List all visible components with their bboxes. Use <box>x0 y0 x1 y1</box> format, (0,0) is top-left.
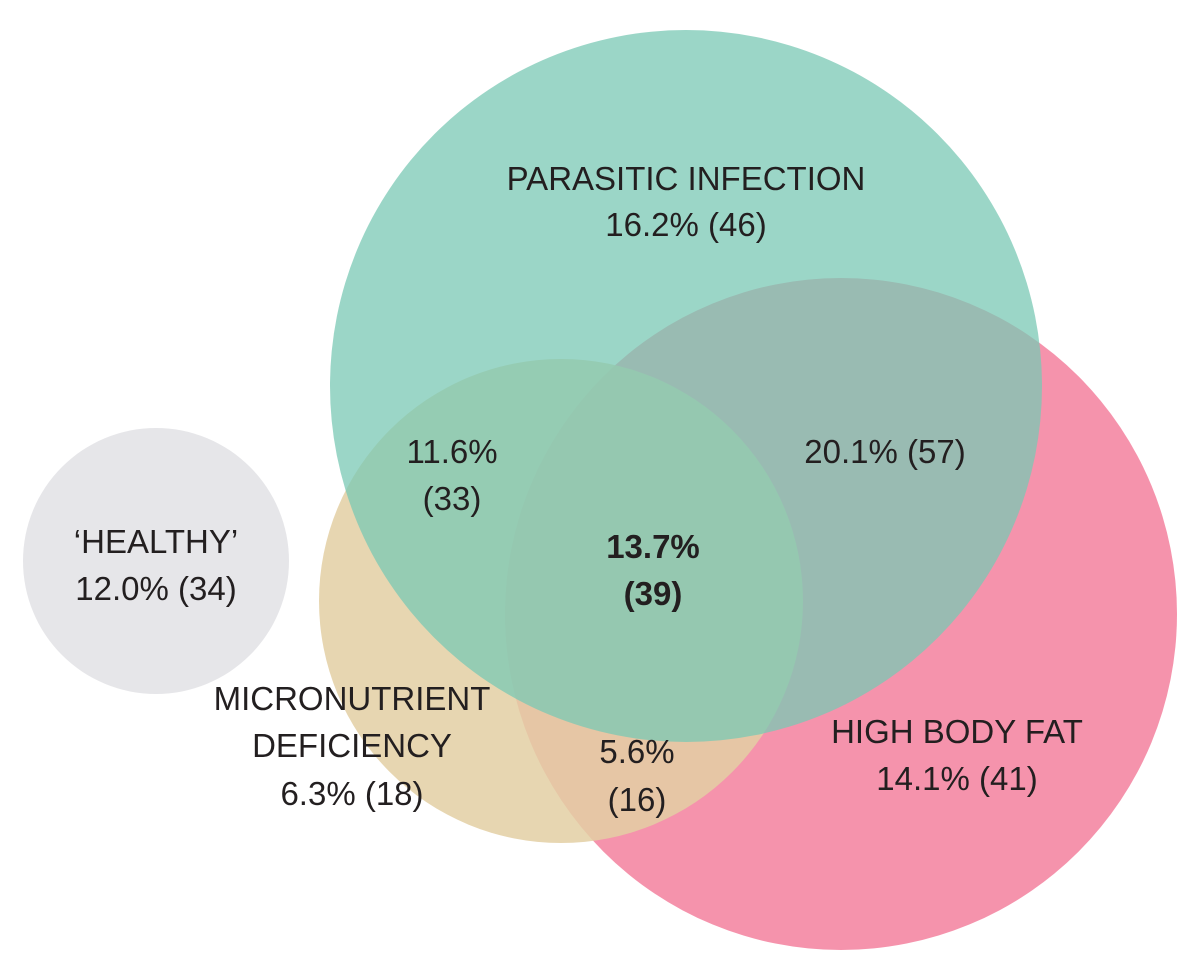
micronutrient-label-line2: DEFICIENCY <box>252 727 452 764</box>
parasitic-infection-label: PARASITIC INFECTION <box>507 160 866 197</box>
parasitic-micro-overlap-pct: 11.6% <box>406 433 497 470</box>
parasitic-micro-overlap-count: (33) <box>423 480 482 517</box>
parasitic-infection-circle <box>330 30 1042 742</box>
healthy-value: 12.0% (34) <box>75 570 236 607</box>
healthy-label: ‘HEALTHY’ <box>74 523 238 560</box>
high-body-fat-value: 14.1% (41) <box>876 760 1037 797</box>
micro-bodyfat-overlap-pct: 5.6% <box>599 733 674 770</box>
high-body-fat-label: HIGH BODY FAT <box>831 713 1083 750</box>
parasitic-bodyfat-overlap-value: 20.1% (57) <box>804 433 965 470</box>
all-three-overlap-count: (39) <box>624 575 683 612</box>
healthy-circle <box>23 428 289 694</box>
micronutrient-label-line1: MICRONUTRIENT <box>214 680 491 717</box>
micronutrient-value: 6.3% (18) <box>280 775 423 812</box>
micro-bodyfat-overlap-count: (16) <box>608 781 667 818</box>
parasitic-infection-value: 16.2% (46) <box>605 206 766 243</box>
all-three-overlap-pct: 13.7% <box>606 528 700 565</box>
